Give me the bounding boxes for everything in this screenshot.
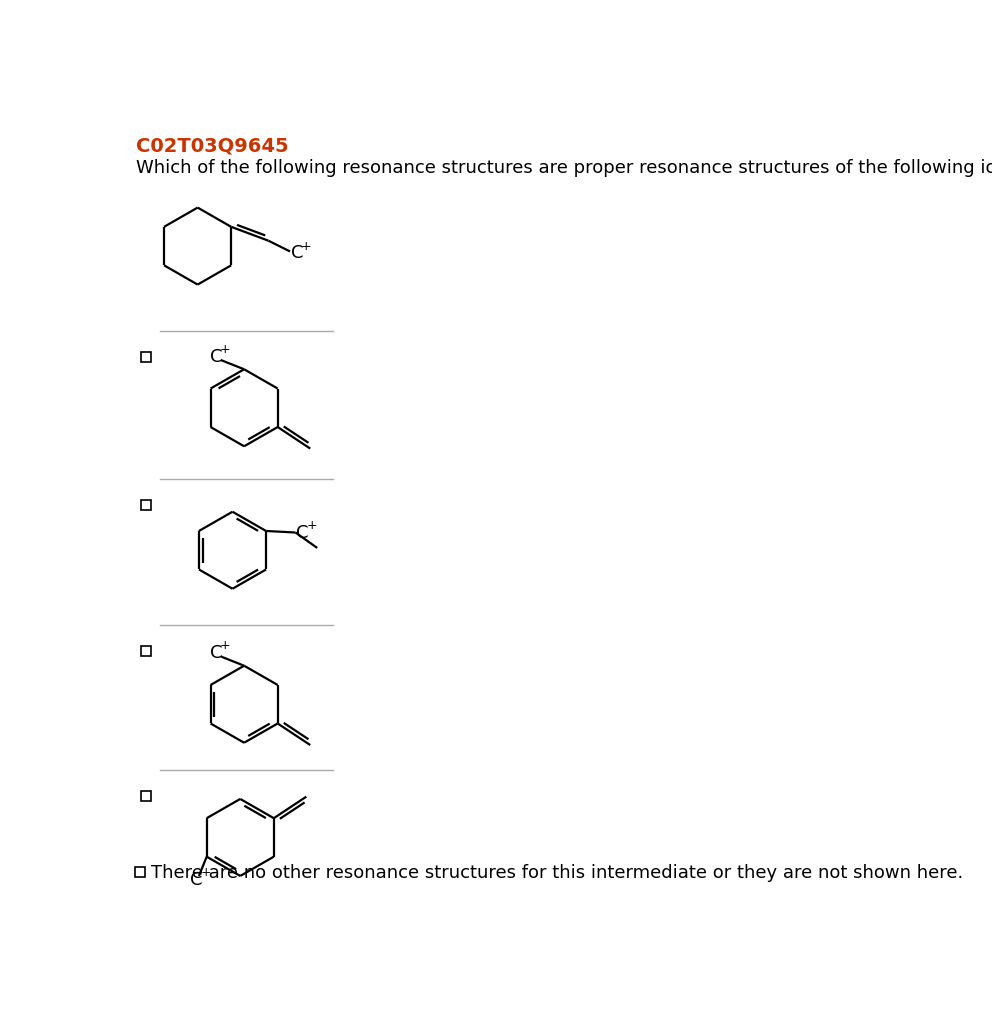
- Text: +: +: [220, 639, 231, 652]
- Bar: [141, 500, 151, 510]
- Bar: [141, 646, 151, 656]
- Text: +: +: [301, 241, 311, 253]
- Text: +: +: [307, 519, 317, 532]
- Text: There are no other resonance structures for this intermediate or they are not sh: There are no other resonance structures …: [151, 864, 963, 882]
- Text: C: C: [297, 524, 309, 543]
- Text: C: C: [189, 870, 202, 889]
- Text: +: +: [220, 343, 231, 355]
- Text: C02T03Q9645: C02T03Q9645: [136, 137, 289, 156]
- Text: Which of the following resonance structures are proper resonance structures of t: Which of the following resonance structu…: [136, 159, 992, 177]
- Text: C: C: [210, 348, 222, 366]
- Text: C: C: [210, 644, 222, 663]
- Bar: [141, 352, 151, 362]
- Bar: [135, 867, 145, 878]
- Bar: [141, 792, 151, 801]
- Text: +: +: [200, 866, 211, 880]
- Text: C: C: [291, 244, 304, 262]
